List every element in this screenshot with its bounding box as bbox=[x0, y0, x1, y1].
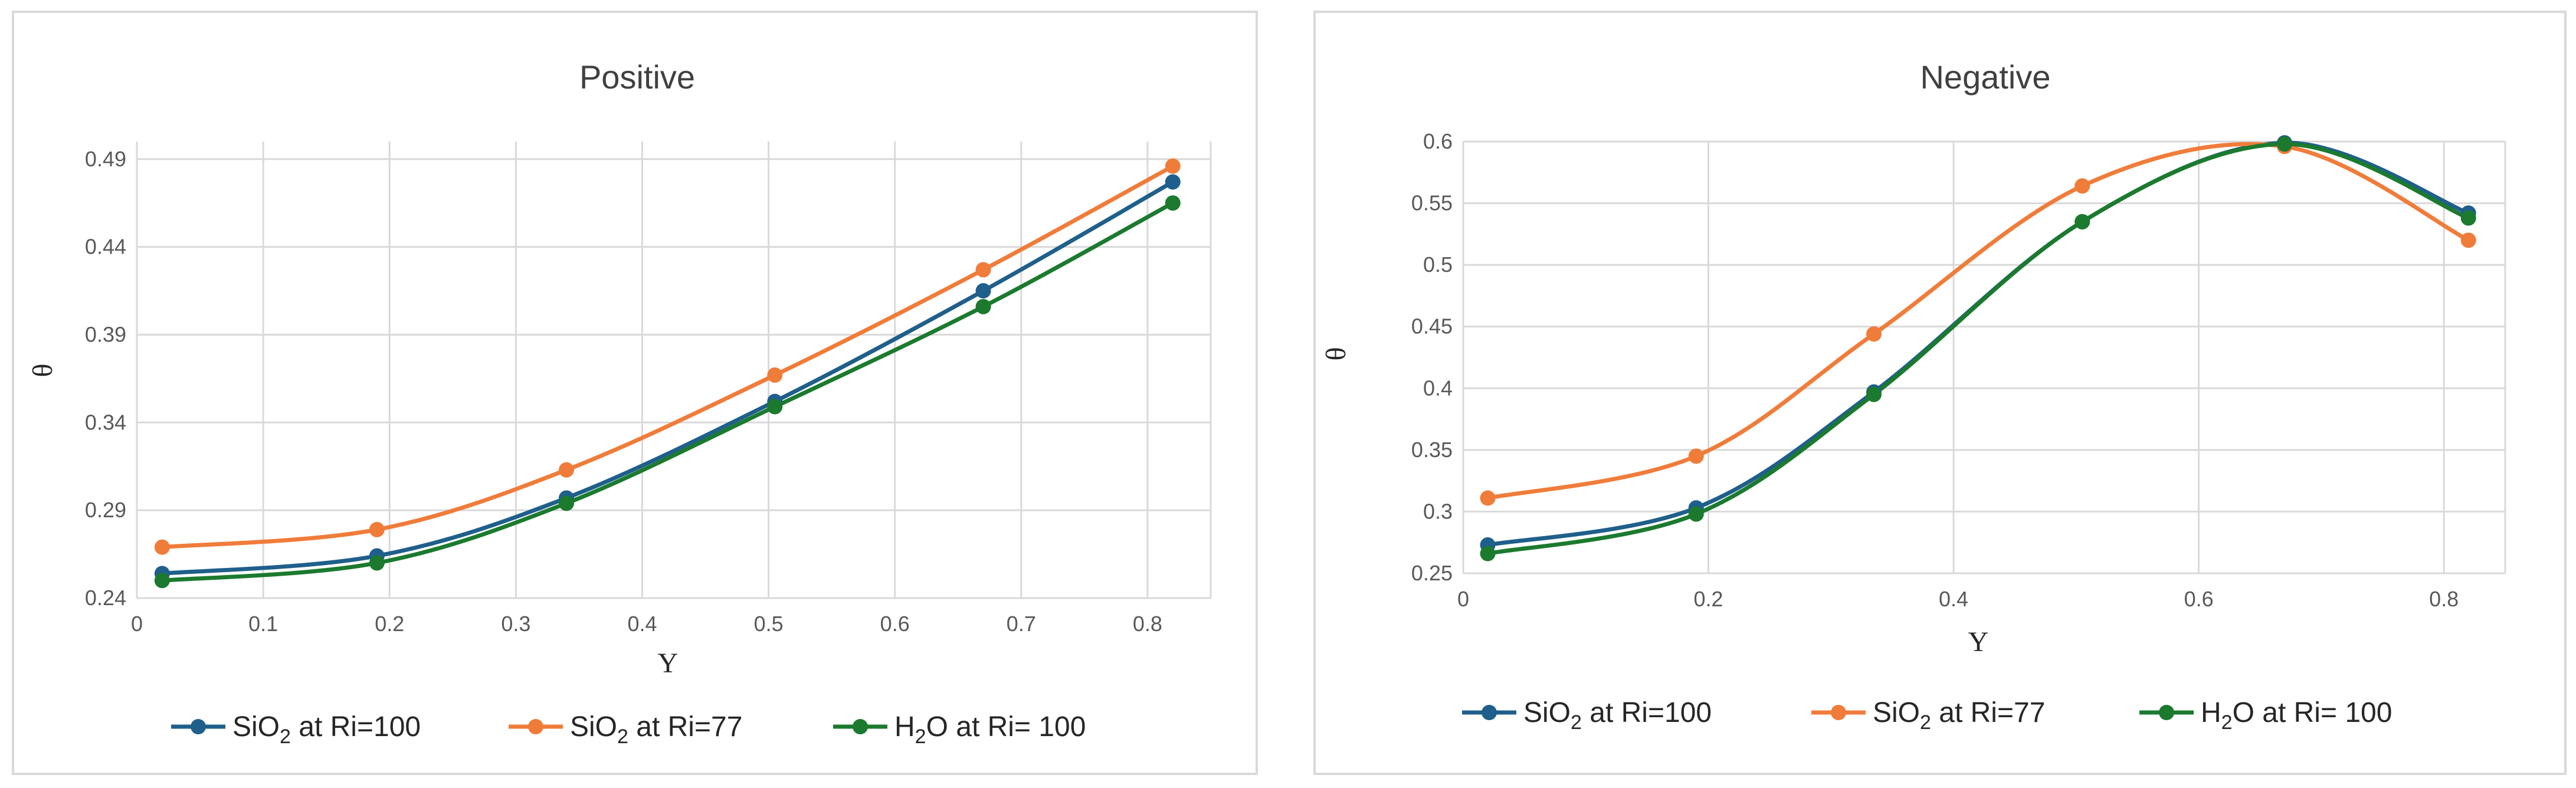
x-tick-label: 0 bbox=[1457, 587, 1469, 611]
y-tick-label: 0.5 bbox=[1423, 252, 1453, 277]
legend-label: H2O at Ri= 100 bbox=[894, 711, 1086, 748]
data-point bbox=[975, 262, 991, 278]
y-tick-label: 0.55 bbox=[1411, 191, 1453, 215]
y-tick-label: 0.35 bbox=[1411, 438, 1453, 462]
data-point bbox=[2460, 210, 2476, 226]
x-tick-label: 0.8 bbox=[2429, 587, 2459, 611]
x-tick-label: 0.2 bbox=[1694, 587, 1723, 611]
series-line bbox=[162, 164, 1174, 550]
data-point bbox=[369, 555, 385, 571]
x-tick-label: 0.6 bbox=[880, 612, 910, 636]
chart-frame bbox=[12, 11, 1258, 775]
y-tick-label: 0.44 bbox=[85, 235, 126, 259]
chart-title: Positive bbox=[579, 58, 695, 96]
y-tick-label: 0.34 bbox=[85, 410, 126, 434]
y-tick-label: 0.25 bbox=[1411, 561, 1453, 585]
legend-marker bbox=[2159, 705, 2174, 720]
positive-chart: Positive 0.24 0.29 0.34 0.39 0.44 0.49 0 0.1 0.2 0… bbox=[27, 58, 1212, 748]
legend-marker bbox=[1482, 705, 1497, 720]
data-point bbox=[2460, 232, 2476, 248]
y-tick-label: 0.29 bbox=[85, 498, 126, 522]
x-tick-label: 0.4 bbox=[627, 612, 657, 636]
data-point bbox=[154, 539, 170, 555]
x-axis-title: Y bbox=[658, 648, 679, 679]
data-point bbox=[1165, 195, 1181, 211]
chart-frame bbox=[1313, 11, 2567, 775]
legend-marker bbox=[528, 719, 543, 734]
data-point bbox=[2074, 214, 2090, 229]
y-tick-label: 0.6 bbox=[1423, 129, 1453, 153]
legend-marker bbox=[1831, 705, 1846, 720]
data-point bbox=[559, 495, 574, 511]
x-tick-label: 0.2 bbox=[375, 612, 404, 636]
data-point bbox=[154, 573, 170, 589]
data-point bbox=[2277, 136, 2293, 152]
data-point bbox=[1866, 326, 1882, 342]
y-tick-label: 0.24 bbox=[85, 586, 126, 610]
data-point bbox=[1480, 490, 1496, 506]
x-tick-label: 0.7 bbox=[1007, 612, 1036, 636]
x-tick-label: 0 bbox=[131, 612, 143, 636]
legend-label: H2O at Ri= 100 bbox=[2201, 697, 2392, 734]
legend-marker bbox=[853, 719, 868, 734]
x-tick-label: 0.5 bbox=[754, 612, 784, 636]
data-point bbox=[1480, 546, 1496, 562]
chart-panel-positive: Positive 0.24 0.29 0.34 0.39 0.44 0.49 0 0.1 0.2 0… bbox=[0, 0, 1269, 788]
data-point bbox=[2074, 178, 2090, 194]
data-point bbox=[767, 399, 783, 415]
series-line bbox=[162, 201, 1174, 583]
series-line bbox=[1487, 142, 2470, 500]
series-line bbox=[162, 180, 1174, 576]
data-point bbox=[1688, 506, 1704, 522]
legend-label: SiO2 at Ri=77 bbox=[1873, 697, 2045, 734]
y-axis-title: θ bbox=[27, 364, 58, 377]
y-tick-label: 0.3 bbox=[1423, 499, 1453, 523]
data-point bbox=[1165, 174, 1181, 190]
data-point bbox=[1866, 386, 1882, 402]
chart-title: Negative bbox=[1920, 58, 2050, 96]
y-tick-label: 0.39 bbox=[85, 322, 126, 346]
x-tick-label: 0.8 bbox=[1133, 612, 1162, 636]
x-tick-label: 0.6 bbox=[2184, 587, 2214, 611]
data-point bbox=[975, 298, 991, 314]
data-point bbox=[975, 283, 991, 299]
legend-label: SiO2 at Ri=100 bbox=[1523, 697, 1712, 734]
y-tick-label: 0.49 bbox=[85, 147, 126, 171]
legend-label: SiO2 at Ri=77 bbox=[570, 711, 742, 748]
negative-chart: Negative 0.25 0.3 0.35 0.4 0.45 0.5 0.55 0.6 0 0.2… bbox=[1320, 58, 2506, 734]
x-tick-label: 0.4 bbox=[1939, 587, 1968, 611]
series-line bbox=[1487, 142, 2469, 556]
y-tick-label: 0.45 bbox=[1411, 314, 1453, 339]
legend-marker bbox=[191, 719, 206, 734]
x-axis-title: Y bbox=[1968, 626, 1989, 658]
data-point bbox=[1165, 158, 1181, 174]
chart-panel-negative: Negative 0.25 0.3 0.35 0.4 0.45 0.5 0.55 0.6 0 0.2… bbox=[1304, 0, 2576, 788]
y-axis-title: θ bbox=[1320, 347, 1352, 361]
data-point bbox=[1688, 448, 1704, 464]
data-point bbox=[369, 521, 385, 537]
x-tick-label: 0.1 bbox=[248, 612, 278, 636]
x-tick-label: 0.3 bbox=[501, 612, 530, 636]
data-point bbox=[767, 367, 783, 383]
legend-label: SiO2 at Ri=100 bbox=[232, 711, 421, 748]
data-point bbox=[559, 462, 574, 478]
y-tick-label: 0.4 bbox=[1423, 376, 1453, 400]
